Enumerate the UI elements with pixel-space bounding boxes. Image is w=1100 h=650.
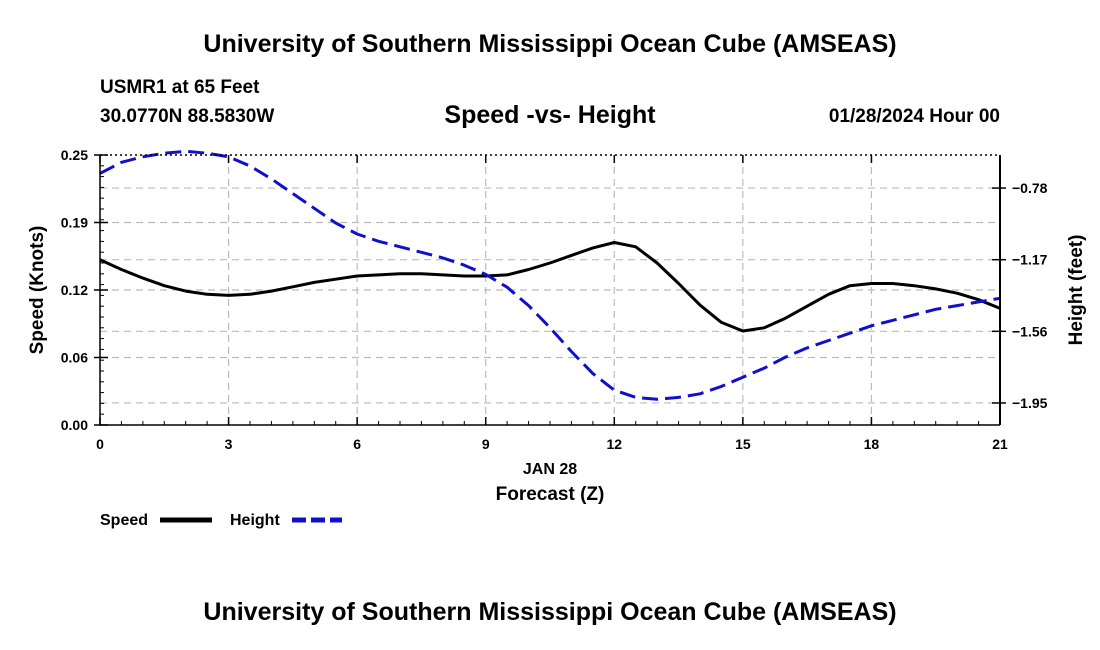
- y-tick-label-right: −1.95: [1012, 395, 1048, 411]
- tick-layer: 0 3 6 9 12 15 18 21 0.00 0.06 0.12 0.19 0.25 −1.95 −1.…: [61, 147, 1048, 452]
- page-title: University of Southern Mississippi Ocean…: [203, 30, 897, 58]
- x-tick-label: 9: [482, 436, 490, 452]
- grid-lines: [100, 155, 1000, 425]
- location-label: 30.0770N 88.5830W: [100, 106, 275, 127]
- footer-title: University of Southern Mississippi Ocean…: [203, 598, 897, 626]
- y-tick-label-left: 0.25: [61, 147, 88, 163]
- series-line-speed: [99, 241, 1001, 333]
- y-axis-right-label: Height (feet): [1066, 235, 1087, 346]
- y-tick-label-right: −1.17: [1012, 252, 1048, 268]
- datetime-label: 01/28/2024 Hour 00: [828, 106, 1000, 127]
- y-tick-label-left: 0.19: [61, 215, 88, 231]
- y-axis-left-label: Speed (Knots): [27, 226, 48, 355]
- legend-speed-label: Speed: [100, 512, 148, 529]
- x-tick-label: 18: [864, 436, 880, 452]
- y-tick-label-right: −1.56: [1012, 323, 1048, 339]
- series-layer: [99, 149, 1001, 401]
- y-tick-label-left: 0.00: [61, 417, 88, 433]
- x-axis-label: Forecast (Z): [496, 484, 605, 505]
- series-line-height: [99, 149, 1001, 401]
- x-tick-label: 21: [992, 436, 1008, 452]
- x-tick-label: 6: [353, 436, 361, 452]
- x-tick-label: 3: [225, 436, 233, 452]
- legend-height-label: Height: [230, 512, 280, 529]
- station-label: USMR1 at 65 Feet: [100, 77, 260, 98]
- x-tick-label: 0: [96, 436, 104, 452]
- x-tick-label: 15: [735, 436, 751, 452]
- y-tick-label-left: 0.12: [61, 282, 88, 298]
- chart-title: Speed -vs- Height: [444, 101, 656, 129]
- legend: Speed Height: [100, 512, 342, 529]
- x-tick-label: 12: [606, 436, 622, 452]
- speed-height-chart: 0 3 6 9 12 15 18 21 0.00 0.06 0.12 0.19 0.25 −1.95 −1.…: [27, 147, 1087, 529]
- x-axis-date-label: JAN 28: [523, 461, 577, 478]
- y-tick-label-left: 0.06: [61, 350, 88, 366]
- y-tick-label-right: −0.78: [1012, 180, 1048, 196]
